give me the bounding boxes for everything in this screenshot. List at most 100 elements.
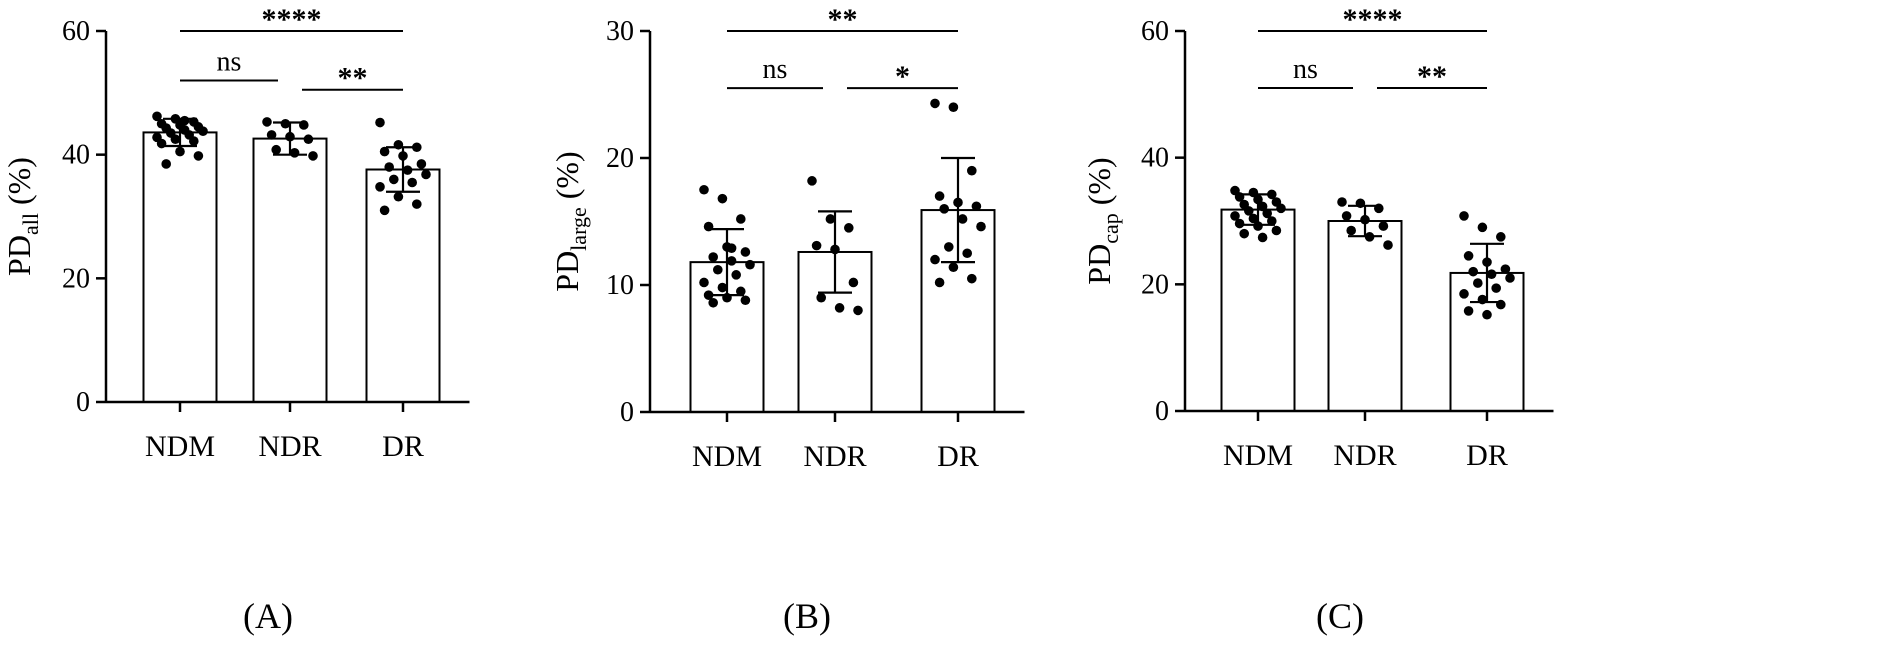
data-point: [967, 273, 977, 284]
data-point: [1230, 211, 1240, 221]
y-tick-label: 40: [62, 140, 90, 171]
data-point: [308, 151, 318, 161]
significance-label: **: [338, 62, 368, 95]
data-point: [1234, 218, 1245, 229]
significance-label: ****: [262, 3, 322, 36]
data-point: [1491, 283, 1501, 293]
data-point: [745, 259, 755, 270]
data-point: [1276, 203, 1286, 214]
x-tick-label: DR: [1466, 439, 1508, 472]
data-point: [179, 115, 190, 126]
data-point: [948, 102, 959, 112]
bar-ndr: [252, 137, 328, 403]
data-point: [1248, 213, 1259, 224]
data-point: [699, 277, 709, 288]
y-tick-label: 60: [1141, 16, 1169, 47]
y-tick-label: 40: [1141, 143, 1169, 174]
x-tick-label: NDM: [1223, 439, 1293, 472]
data-point: [1341, 211, 1352, 221]
y-tick-label: 20: [1141, 269, 1169, 300]
data-point: [834, 303, 845, 313]
data-point: [816, 292, 826, 303]
data-point: [807, 176, 817, 186]
data-point: [1468, 266, 1478, 277]
y-tick-label: 10: [606, 270, 634, 301]
data-point: [726, 243, 737, 253]
data-point: [1463, 306, 1474, 316]
y-tick-label: 20: [606, 143, 634, 174]
x-tick-label: NDM: [145, 430, 215, 463]
data-point: [848, 277, 859, 288]
data-point: [393, 191, 404, 202]
data-point: [957, 214, 968, 224]
data-point: [1257, 232, 1268, 243]
data-point: [175, 146, 185, 157]
data-point: [853, 305, 863, 316]
bar-ndm: [1220, 208, 1296, 412]
significance-label: ****: [1343, 3, 1403, 36]
data-point: [1257, 201, 1268, 212]
data-point: [384, 162, 395, 172]
data-point: [736, 286, 746, 297]
data-point: [731, 270, 741, 280]
y-tick-label: 0: [1155, 396, 1169, 427]
data-point: [152, 111, 162, 122]
data-point: [1477, 222, 1488, 233]
data-point: [930, 254, 940, 265]
bar-ndm: [142, 131, 218, 403]
data-point: [844, 223, 854, 233]
y-tick-label: 0: [76, 387, 90, 418]
data-point: [262, 117, 272, 127]
data-point: [1239, 228, 1249, 239]
panel-0: 0 20 40 60 NDM NDR DR **** ns ** PDall (%) (A): [1, 3, 470, 636]
data-point: [708, 297, 718, 308]
data-point: [1500, 264, 1511, 274]
data-point: [271, 144, 282, 155]
data-point: [280, 118, 291, 129]
data-point: [948, 262, 959, 273]
significance-label: ns: [217, 46, 242, 77]
data-point: [1482, 309, 1492, 320]
data-point: [976, 221, 986, 232]
data-point: [303, 134, 314, 145]
data-point: [375, 117, 385, 128]
y-tick-label: 30: [606, 16, 634, 47]
data-point: [717, 193, 728, 204]
data-point: [708, 252, 718, 262]
x-tick-label: NDR: [258, 430, 321, 463]
data-point: [379, 146, 390, 157]
data-point: [1496, 232, 1506, 242]
data-point: [971, 201, 982, 212]
x-tick-label: DR: [382, 430, 424, 463]
data-point: [421, 169, 431, 180]
data-point: [402, 165, 413, 175]
data-point: [1473, 278, 1483, 288]
y-tick-label: 20: [62, 263, 90, 294]
data-point: [1271, 225, 1282, 236]
data-point: [389, 174, 399, 185]
y-axis-label: PDlarge (%): [549, 151, 591, 291]
data-point: [962, 248, 972, 259]
data-point: [740, 295, 751, 306]
data-point: [811, 240, 822, 251]
data-point: [1486, 269, 1497, 280]
data-point: [161, 159, 171, 169]
data-point: [930, 98, 940, 109]
data-point: [412, 199, 422, 209]
data-point: [717, 282, 728, 293]
y-axis-label: PDcap (%): [1081, 157, 1123, 284]
significance-label: **: [1417, 60, 1447, 93]
y-tick-label: 0: [620, 397, 634, 428]
significance-label: *: [895, 60, 910, 93]
data-point: [967, 165, 977, 176]
panel-1: 0 10 20 30 NDM NDR DR ** ns * PDlarge (%) (B): [549, 3, 1025, 636]
data-point: [1505, 273, 1515, 283]
data-point: [1337, 197, 1347, 207]
data-point: [189, 136, 199, 146]
data-point: [193, 151, 204, 161]
x-tick-label: DR: [937, 440, 979, 473]
data-point: [703, 290, 714, 300]
data-point: [375, 182, 385, 192]
data-point: [1262, 208, 1272, 219]
x-tick-label: NDR: [1333, 439, 1396, 472]
